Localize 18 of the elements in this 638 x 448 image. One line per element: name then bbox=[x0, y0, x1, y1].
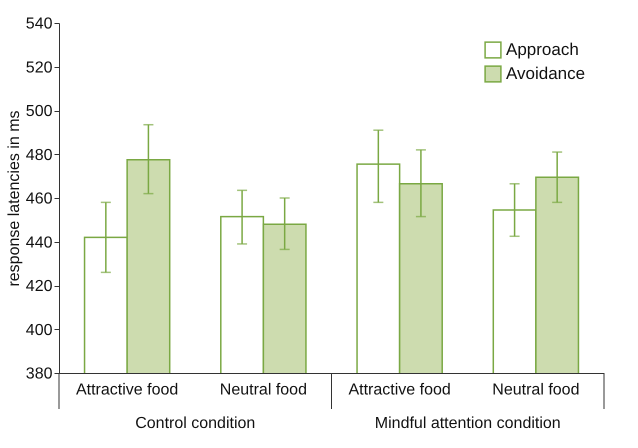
legend-label: Avoidance bbox=[506, 64, 586, 83]
x-tick-label: Neutral food bbox=[220, 382, 307, 398]
x-tick-label: Neutral food bbox=[492, 382, 580, 398]
y-tick-label: 540 bbox=[26, 16, 53, 32]
x-tick-label: Attractive food bbox=[348, 382, 451, 398]
y-axis-title: response latencies in ms bbox=[6, 110, 23, 287]
y-tick-label: 400 bbox=[26, 322, 53, 339]
x-tick-label: Attractive food bbox=[76, 382, 178, 398]
y-tick-label: 420 bbox=[26, 278, 53, 295]
legend-label: Approach bbox=[506, 40, 579, 59]
y-tick-label: 440 bbox=[26, 234, 53, 252]
y-tick-label: 520 bbox=[26, 59, 53, 76]
text: Control condition bbox=[135, 415, 256, 432]
y-tick-label: 460 bbox=[26, 190, 53, 208]
text: Mindful attention condition bbox=[374, 415, 561, 432]
y-tick-label: 480 bbox=[26, 146, 53, 164]
y-tick-label: 380 bbox=[26, 366, 53, 382]
y-tick-label: 500 bbox=[26, 103, 53, 120]
